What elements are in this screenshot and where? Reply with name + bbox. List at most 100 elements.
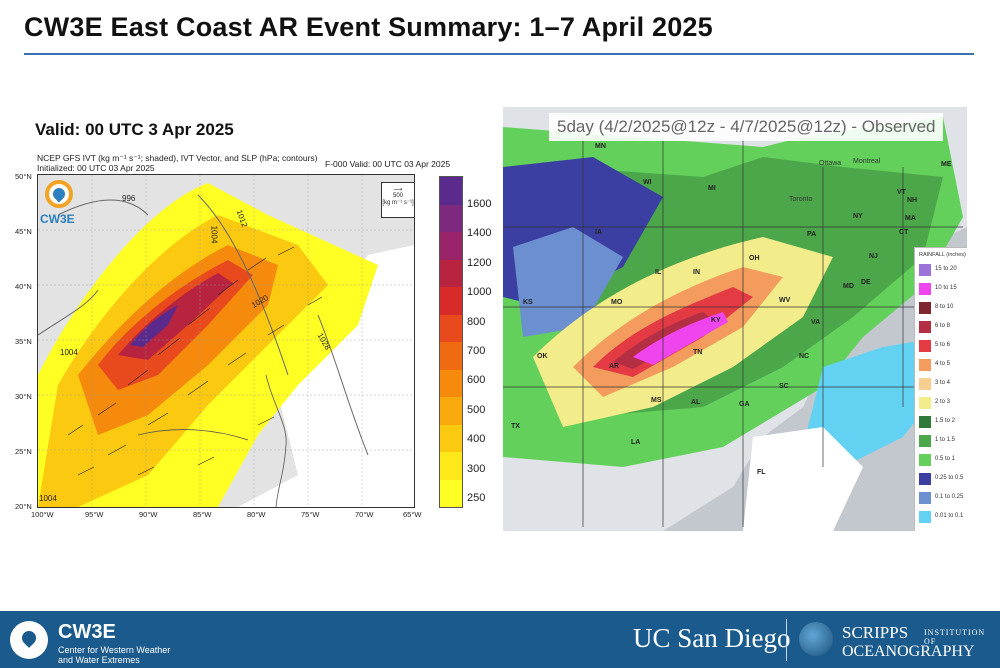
city-label: Toronto — [789, 196, 813, 203]
state-label: MS — [651, 397, 662, 404]
legend-label: 6 to 8 — [935, 323, 951, 329]
state-label: MI — [708, 185, 716, 192]
state-label: CT — [899, 229, 909, 236]
lon-label: 70°W — [355, 510, 374, 519]
state-label: NH — [907, 197, 918, 204]
legend-label: 0.25 to 0.5 — [935, 475, 964, 481]
rainfall-panel: 5day (4/2/2025@12z - 4/7/2025@12z) - Obs… — [503, 107, 967, 531]
state-label: OK — [537, 353, 548, 360]
ivt-map-graphic — [38, 175, 414, 507]
colorbar-label: 400 — [467, 433, 486, 446]
legend-swatch — [919, 283, 931, 295]
legend-row: 0.1 to 0.25 — [919, 492, 967, 506]
legend-swatch — [919, 378, 931, 390]
footer-org-name: CW3E — [58, 621, 116, 643]
legend-row: 1 to 1.5 — [919, 435, 967, 449]
state-label: TX — [511, 423, 520, 430]
state-label: VT — [897, 189, 906, 196]
legend-swatch — [919, 397, 931, 409]
legend-swatch — [919, 492, 931, 504]
state-label: VA — [811, 319, 821, 326]
lon-label: 90°W — [139, 510, 158, 519]
lat-label: 45°N — [15, 227, 32, 236]
state-label: NJ — [869, 253, 878, 260]
state-label: FL — [757, 469, 766, 476]
cw3e-logo-text: CW3E — [40, 212, 75, 226]
lat-label: 40°N — [15, 282, 32, 291]
state-label: PA — [807, 231, 817, 238]
state-label: SC — [779, 383, 789, 390]
state-label: OH — [749, 255, 760, 262]
state-label: KY — [711, 317, 721, 324]
legend-label: 4 to 5 — [935, 361, 951, 367]
state-label: AR — [609, 363, 620, 370]
lon-label: 85°W — [193, 510, 212, 519]
legend-row: 6 to 8 — [919, 321, 967, 335]
legend-label: 10 to 15 — [935, 285, 957, 291]
legend-label: 1 to 1.5 — [935, 437, 956, 443]
state-label: KS — [523, 299, 533, 306]
state-label: AL — [691, 399, 701, 406]
legend-swatch — [919, 454, 931, 466]
lat-label: 30°N — [15, 392, 32, 401]
colorbar-segment — [440, 479, 462, 507]
legend-row: 8 to 10 — [919, 302, 967, 316]
legend-label: 0.5 to 1 — [935, 456, 956, 462]
lon-label: 75°W — [301, 510, 320, 519]
colorbar-label: 250 — [467, 492, 486, 504]
state-label: DE — [861, 279, 871, 286]
legend-row: 0.5 to 1 — [919, 454, 967, 468]
globe-icon — [799, 622, 833, 656]
colorbar-segment — [440, 452, 462, 480]
ivt-panel: Valid: 00 UTC 3 Apr 2025 NCEP GFS IVT (k… — [15, 112, 491, 520]
legend-label: 2 to 3 — [935, 399, 951, 405]
legend-row: 2 to 3 — [919, 397, 967, 411]
legend-label: 0.01 to 0.1 — [935, 513, 964, 519]
city-label: Ottawa — [819, 160, 842, 167]
state-label: NY — [853, 213, 863, 220]
lon-label: 100°W — [31, 510, 54, 519]
city-label: Montreal — [853, 158, 881, 165]
ucsd-logo: UC San Diego — [633, 623, 791, 653]
state-label: MD — [843, 283, 854, 290]
legend-row: 0.25 to 0.5 — [919, 473, 967, 487]
lon-label: 65°W — [403, 510, 422, 519]
rainfall-map-title: 5day (4/2/2025@12z - 4/7/2025@12z) - Obs… — [549, 113, 943, 141]
colorbar-segment — [440, 314, 462, 342]
colorbar-label: 1600 — [467, 198, 492, 210]
rainfall-legend: RAINFALL (inches) 15 to 20 10 to 15 8 to 1… — [914, 247, 967, 531]
colorbar-segment — [440, 259, 462, 287]
colorbar-label: 500 — [467, 403, 486, 416]
colorbar-segment — [440, 424, 462, 452]
colorbar-label: 1200 — [467, 256, 492, 269]
state-label: WV — [779, 297, 791, 304]
legend-row: 0.01 to 0.1 — [919, 511, 967, 525]
colorbar-label: 600 — [467, 374, 486, 387]
slide-title: CW3E East Coast AR Event Summary: 1–7 Ap… — [24, 12, 713, 42]
title-divider — [24, 53, 974, 55]
legend-label: 1.5 to 2 — [935, 418, 956, 424]
state-label: IL — [655, 269, 662, 276]
contour-label: 1004 — [60, 348, 78, 357]
legend-swatch — [919, 511, 931, 523]
colorbar-label: 1000 — [467, 286, 492, 299]
state-label: GA — [739, 401, 750, 408]
legend-swatch — [919, 340, 931, 352]
vector-ref-value: 500 — [392, 193, 403, 199]
colorbar-segment — [440, 397, 462, 425]
scripps-logo-small: INSTITUTION OF — [924, 628, 986, 646]
legend-label: 15 to 20 — [935, 266, 957, 272]
rainfall-map-graphic — [503, 107, 967, 531]
legend-row: 4 to 5 — [919, 359, 967, 373]
lon-label: 95°W — [85, 510, 104, 519]
colorbar-label: 300 — [467, 462, 486, 475]
state-label: WI — [643, 179, 652, 186]
state-label: ME — [941, 161, 952, 168]
legend-swatch — [919, 435, 931, 447]
legend-swatch — [919, 416, 931, 428]
colorbar-label: 700 — [467, 345, 486, 357]
footer-divider — [786, 619, 787, 661]
contour-label: 1004 — [39, 494, 57, 503]
colorbar-label: 1400 — [467, 227, 492, 240]
legend-swatch — [919, 264, 931, 276]
